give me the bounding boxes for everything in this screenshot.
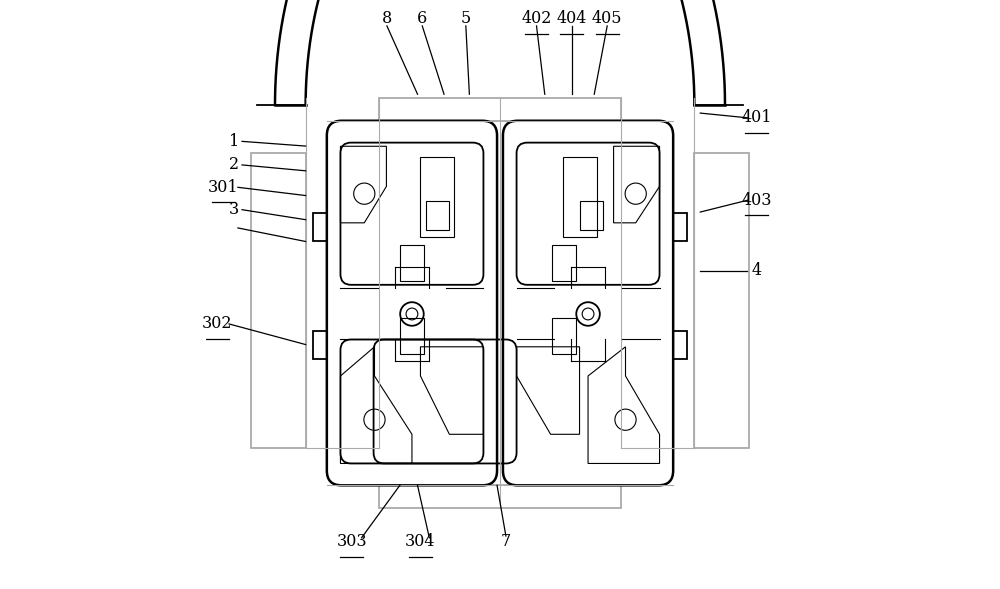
Text: 1: 1 (229, 133, 239, 150)
Text: 5: 5 (461, 11, 471, 27)
Bar (313, 331, 327, 359)
Bar (420, 157, 454, 237)
Text: 303: 303 (336, 534, 367, 550)
Bar (673, 213, 687, 241)
Text: 301: 301 (208, 179, 238, 196)
Bar (379, 485, 621, 508)
Bar (313, 213, 327, 241)
Bar (379, 98, 621, 121)
Bar (400, 317, 424, 354)
Bar (673, 331, 687, 359)
Text: 404: 404 (557, 11, 587, 27)
Bar (251, 153, 306, 448)
Text: 2: 2 (229, 157, 239, 173)
Bar (694, 153, 749, 448)
Text: 3: 3 (229, 201, 239, 218)
Text: 6: 6 (417, 11, 427, 27)
Bar (552, 317, 576, 354)
Bar (552, 244, 576, 281)
Text: 4: 4 (752, 263, 762, 279)
Bar (400, 244, 424, 281)
Bar (580, 201, 603, 230)
Text: 402: 402 (521, 11, 552, 27)
Text: 302: 302 (202, 316, 233, 332)
Bar (426, 201, 449, 230)
Text: 304: 304 (405, 534, 436, 550)
Text: 8: 8 (382, 11, 392, 27)
Text: 403: 403 (742, 192, 772, 209)
Text: 401: 401 (742, 110, 772, 126)
Text: 7: 7 (501, 534, 511, 550)
Text: 405: 405 (592, 11, 622, 27)
Bar (563, 157, 597, 237)
